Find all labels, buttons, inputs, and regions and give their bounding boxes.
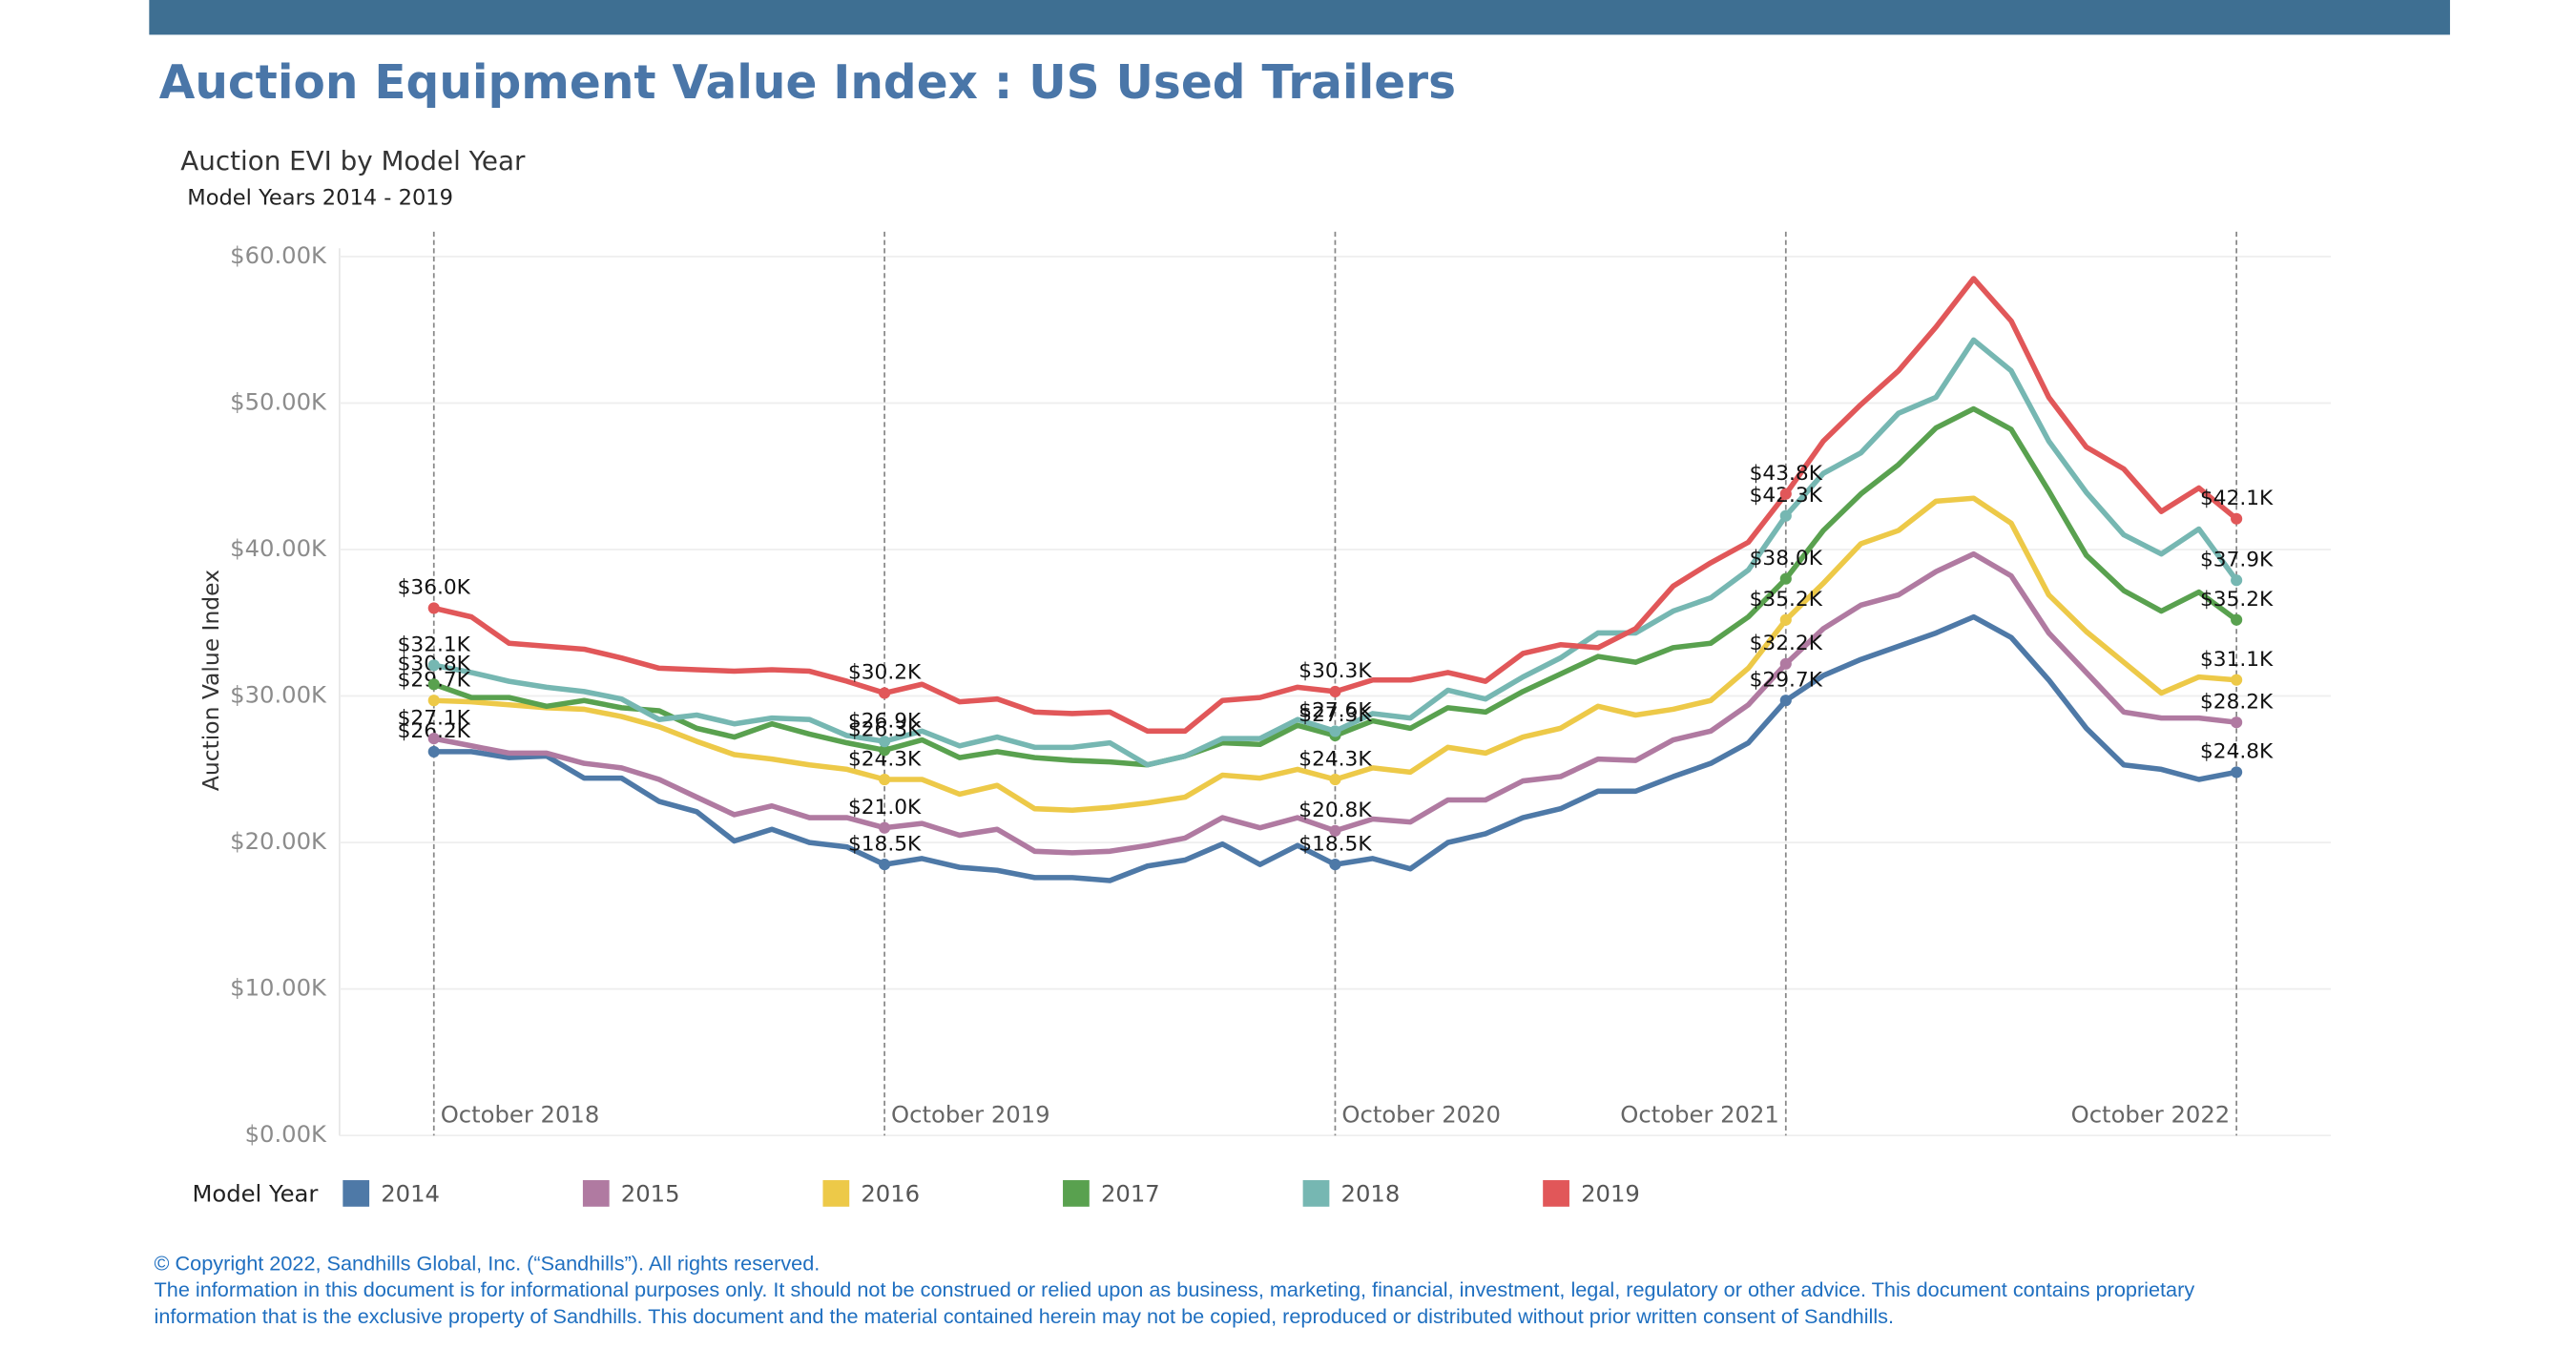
chart-title: Auction Equipment Value Index : US Used …	[159, 56, 1456, 110]
data-label: $21.0K	[848, 796, 922, 820]
data-point	[427, 678, 440, 691]
data-label: $37.9K	[2200, 548, 2274, 571]
data-label: $27.3K	[1298, 703, 1372, 727]
data-point	[1329, 725, 1341, 737]
data-label: $29.7K	[1750, 668, 1823, 692]
data-point	[2231, 674, 2243, 686]
data-point	[1329, 774, 1341, 786]
data-point	[879, 774, 891, 786]
data-point	[427, 659, 440, 672]
legend-swatch	[582, 1180, 610, 1207]
footer-line: The information in this document is for …	[155, 1277, 2195, 1301]
y-tick-label: $20.00K	[230, 827, 327, 855]
data-point	[427, 602, 440, 614]
legend-swatch	[1543, 1180, 1569, 1207]
data-label: $30.2K	[848, 661, 922, 685]
x-tick-label: October 2019	[891, 1100, 1050, 1128]
data-label: $30.3K	[1298, 659, 1372, 683]
data-label: $26.9K	[848, 709, 922, 733]
data-point	[879, 821, 891, 834]
x-tick-label: October 2020	[1341, 1100, 1501, 1128]
data-point	[1779, 488, 1792, 500]
data-label: $20.8K	[1298, 799, 1372, 822]
y-tick-label: $0.00K	[245, 1120, 327, 1148]
legend-label: 2016	[861, 1180, 920, 1208]
data-label: $32.2K	[1750, 632, 1823, 655]
data-point	[2231, 574, 2243, 587]
chart-caption: Model Years 2014 - 2019	[187, 186, 453, 211]
data-label: $28.2K	[2200, 690, 2274, 714]
x-tick-label: October 2018	[441, 1100, 600, 1128]
footer-line: © Copyright 2022, Sandhills Global, Inc.…	[155, 1251, 821, 1275]
data-point	[1779, 695, 1792, 707]
chart-subtitle: Auction EVI by Model Year	[180, 145, 526, 176]
data-point	[427, 695, 440, 707]
data-label: $18.5K	[848, 832, 922, 856]
data-point	[1779, 509, 1792, 522]
data-label: $27.1K	[398, 706, 471, 730]
data-point	[427, 733, 440, 745]
y-tick-label: $10.00K	[230, 974, 327, 1002]
x-tick-label: October 2021	[1620, 1100, 1779, 1128]
data-label: $24.3K	[1298, 747, 1372, 771]
data-label: $42.1K	[2200, 487, 2274, 510]
data-point	[2231, 512, 2243, 525]
data-point	[879, 736, 891, 748]
data-point	[879, 744, 891, 757]
data-point	[879, 859, 891, 871]
y-tick-label: $30.00K	[230, 681, 327, 709]
data-label: $38.0K	[1750, 547, 1823, 571]
data-label: $31.1K	[2200, 648, 2274, 672]
data-point	[1329, 824, 1341, 837]
legend-swatch	[343, 1180, 370, 1207]
data-label: $32.1K	[398, 633, 471, 656]
legend-label: 2017	[1101, 1180, 1160, 1208]
y-axis-label: Auction Value Index	[197, 570, 224, 791]
data-point	[1779, 657, 1792, 670]
data-point	[1779, 572, 1792, 585]
data-point	[2231, 716, 2243, 729]
y-tick-label: $60.00K	[230, 241, 327, 269]
legend-swatch	[1063, 1180, 1090, 1207]
legend-label: 2019	[1581, 1180, 1640, 1208]
footer-line: information that is the exclusive proper…	[155, 1304, 1894, 1328]
data-label: $35.2K	[2200, 588, 2274, 612]
y-tick-label: $50.00K	[230, 387, 327, 415]
data-label: $43.8K	[1750, 462, 1823, 486]
data-label: $36.0K	[398, 576, 471, 600]
data-point	[1779, 613, 1792, 626]
header-bar	[149, 0, 2450, 35]
data-point	[2231, 766, 2243, 778]
data-label: $35.2K	[1750, 588, 1823, 612]
legend-swatch	[822, 1180, 850, 1207]
data-point	[427, 745, 440, 758]
legend-title: Model Year	[192, 1180, 318, 1208]
legend-label: 2018	[1341, 1180, 1401, 1208]
legend-swatch	[1302, 1180, 1330, 1207]
data-label: $24.8K	[2200, 740, 2274, 764]
y-tick-label: $40.00K	[230, 534, 327, 562]
data-point	[1329, 685, 1341, 698]
data-point	[1329, 859, 1341, 871]
legend-label: 2014	[381, 1180, 440, 1208]
data-point	[879, 687, 891, 699]
x-tick-label: October 2022	[2071, 1100, 2231, 1128]
legend-label: 2015	[621, 1180, 680, 1208]
data-label: $27.6K	[1298, 699, 1372, 723]
data-point	[2231, 613, 2243, 626]
